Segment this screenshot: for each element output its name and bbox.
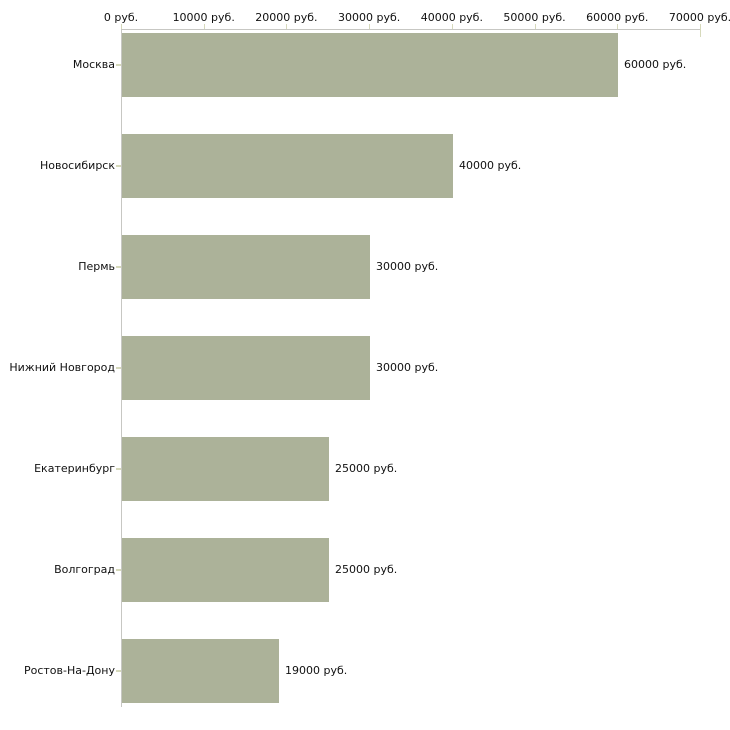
x-tick-mark [286,24,287,29]
bar [122,235,370,299]
bar [122,538,329,602]
y-tick-mark [116,165,121,167]
bar [122,134,453,198]
x-axis-end-tick [700,29,701,37]
y-tick-mark [116,367,121,369]
y-tick-mark [116,266,121,268]
value-label: 60000 руб. [624,58,687,71]
y-tick-mark [116,468,121,470]
x-tick-mark [369,24,370,29]
category-label: Ростов-На-Дону [23,664,115,677]
bar [122,639,279,703]
category-label: Новосибирск [39,159,115,172]
bar [122,437,329,501]
value-label: 19000 руб. [285,664,348,677]
x-tick-mark [535,24,536,29]
value-label: 25000 руб. [335,563,398,576]
x-axis-line [121,29,701,30]
x-tick-label: 70000 руб. [668,11,730,24]
y-tick-mark [116,569,121,571]
category-label: Екатеринбург [34,462,115,475]
category-label: Нижний Новгород [9,361,115,374]
bar [122,33,618,97]
x-tick-label: 50000 руб. [503,11,566,24]
value-label: 25000 руб. [335,462,398,475]
category-label: Москва [72,58,115,71]
bar [122,336,370,400]
x-tick-label: 20000 руб. [255,11,318,24]
x-tick-label: 40000 руб. [420,11,483,24]
x-tick-label: 0 руб. [103,11,139,24]
category-label: Пермь [78,260,115,273]
x-tick-label: 30000 руб. [338,11,401,24]
x-tick-mark [700,24,701,29]
value-label: 30000 руб. [376,260,439,273]
value-label: 40000 руб. [459,159,522,172]
category-label: Волгоград [54,563,115,576]
x-tick-label: 60000 руб. [586,11,649,24]
x-tick-mark [121,24,122,29]
x-tick-mark [617,24,618,29]
y-tick-mark [116,670,121,672]
x-tick-label: 10000 руб. [172,11,235,24]
x-tick-mark [204,24,205,29]
y-axis-line [121,29,122,707]
value-label: 30000 руб. [376,361,439,374]
y-tick-mark [116,64,121,66]
x-tick-mark [452,24,453,29]
